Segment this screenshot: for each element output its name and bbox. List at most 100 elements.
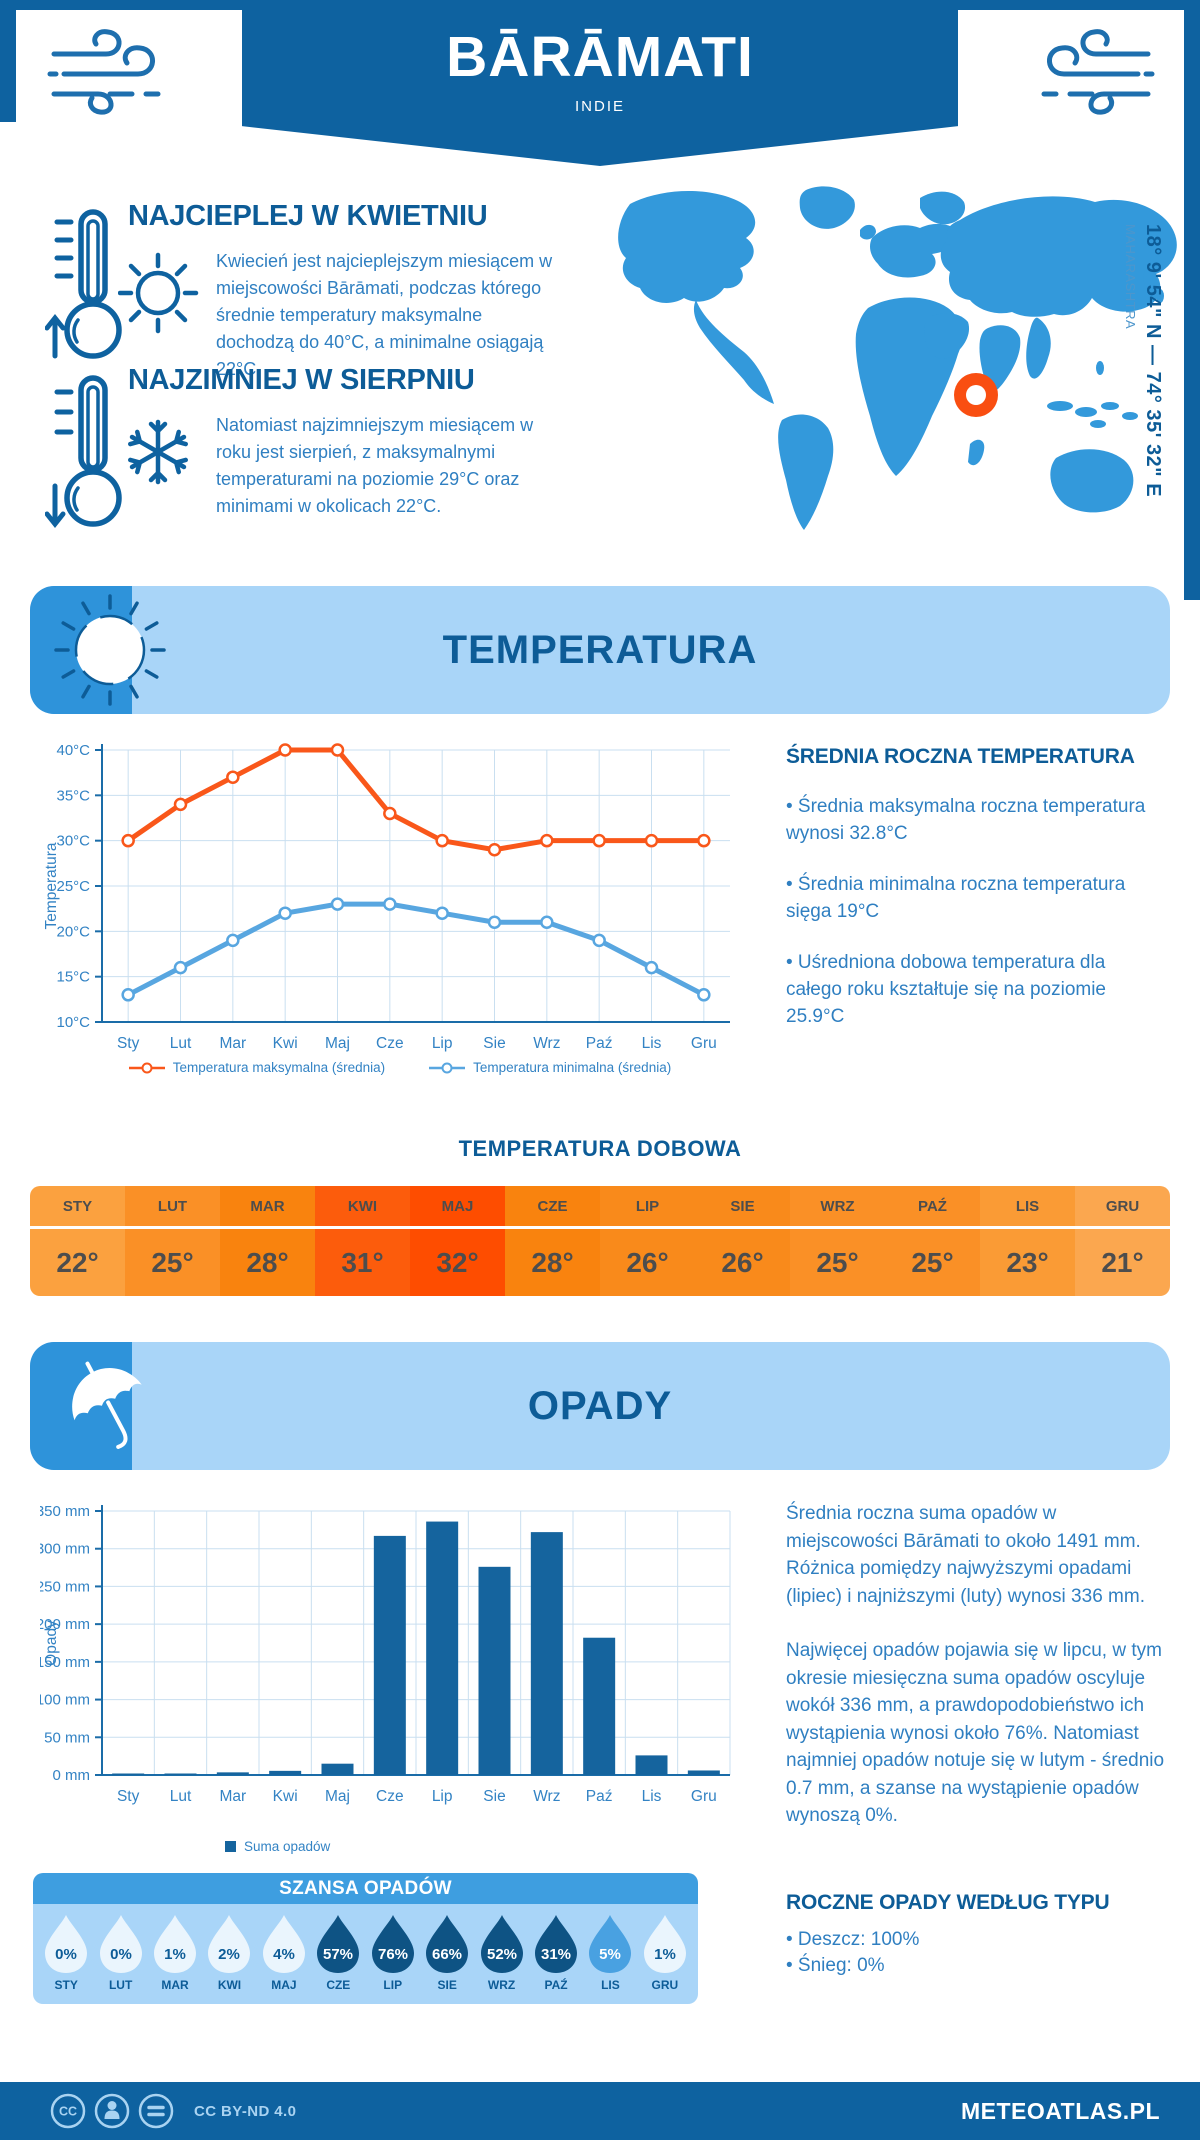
droplet-icon: 57% [317,1915,360,1973]
svg-text:2%: 2% [219,1946,241,1963]
temperature-stats-title: ŚREDNIA ROCZNA TEMPERATURA [786,745,1135,768]
svg-text:Sie: Sie [483,1788,505,1805]
rain-chance-month: GRU [651,1978,679,1992]
daily-value: 25° [151,1247,194,1278]
precipitation-paragraph: Średnia roczna suma opadów w miejscowośc… [786,1503,1145,1607]
rain-chance-month: LIP [383,1978,403,1992]
droplet-icon: 66% [426,1915,469,1973]
legend-item: Temperatura minimalna (średnia) [429,1060,671,1075]
rain-chance-month: STY [54,1978,78,1992]
svg-text:CC: CC [59,2105,77,2119]
rain-chance-droplets: 0% STY 0% LUT 1% MAR 2% KWI 4% MAJ 57% CZE 76% LIP 66%… [33,1904,698,2004]
svg-text:Cze: Cze [376,1035,404,1052]
daily-value: 25° [816,1247,859,1278]
daily-value: 25° [911,1247,954,1278]
svg-text:100 mm: 100 mm [40,1692,90,1709]
daily-value: 22° [56,1247,99,1278]
rain-chance-item: 66% SIE [420,1914,474,1992]
svg-text:Kwi: Kwi [273,1788,298,1805]
daily-table-column: PAŹ 25° [885,1186,980,1296]
svg-text:Sty: Sty [117,1788,140,1805]
droplet-icon: 1% [154,1915,197,1973]
sun-icon [118,252,199,334]
svg-text:10°C: 10°C [56,1014,90,1031]
highlight-warm-text: Kwiecień jest najcieplejszym miesiącem w… [216,251,553,379]
droplet-icon: 0% [99,1915,142,1973]
sun-banner-icon [54,594,166,706]
rain-chance-month: MAR [161,1978,189,1992]
highlight-cold-title: NAJZIMNIEJ W SIERPNIU [128,364,475,396]
highlight-cold-text: Natomiast najzimniejszym miesiącem w rok… [216,415,534,516]
precipitation-types: ROCZNE OPADY WEDŁUG TYPU • Deszcz: 100% •… [786,1891,1166,1979]
daily-month-label: MAR [220,1186,315,1229]
daily-month-label: PAŹ [885,1186,980,1229]
rain-chance-month: LIS [601,1978,620,1992]
svg-text:0 mm: 0 mm [53,1767,91,1784]
rain-chance-item: 57% CZE [311,1914,365,1992]
region-text: MAHARASHTRA [1123,224,1138,330]
svg-text:15°C: 15°C [56,969,90,986]
world-map [500,160,1185,550]
daily-month-label: MAJ [410,1186,505,1229]
svg-text:Paź: Paź [586,1035,613,1052]
daily-value: 23° [1006,1247,1049,1278]
brand-label: METEOATLAS.PL [960,2097,1160,2124]
location-marker [954,373,998,417]
droplet-icon: 0% [45,1915,88,1973]
coordinates-text: 18° 9' 54" N — 74° 35' 32" E [1142,224,1164,498]
rain-chance-item: 0% LUT [93,1914,147,1992]
legend-marker [429,1062,466,1073]
rain-chance-item: 1% GRU [638,1914,692,1992]
license-label: CC BY-ND 4.0 [194,2102,297,2120]
daily-table-column: LUT 25° [125,1186,220,1296]
droplet-icon: 1% [643,1915,686,1973]
rain-chance-month: SIE [437,1978,457,1992]
svg-text:250 mm: 250 mm [40,1578,90,1595]
svg-text:1%: 1% [654,1946,676,1963]
legend-label: Suma opadów [244,1839,331,1854]
svg-text:52%: 52% [487,1946,517,1963]
daily-value: 28° [531,1247,574,1278]
svg-text:Mar: Mar [219,1788,246,1805]
banner-icon-box [30,586,166,714]
daily-value: 21° [1101,1247,1144,1278]
highlight-warm-title: NAJCIEPLEJ W KWIETNIU [128,200,488,232]
droplet-icon: 5% [589,1915,632,1973]
daily-table-column: WRZ 25° [790,1186,885,1296]
legend-label: Temperatura maksymalna (średnia) [172,1060,386,1075]
temperature-stat-item: • Uśredniona dobowa temperatura dla całe… [786,952,1107,1027]
svg-text:Lut: Lut [170,1035,192,1052]
snowflake-icon [128,419,188,485]
droplet-icon: 4% [262,1915,305,1973]
daily-temperature-table: STY 22° LUT 25° MAR 28° KWI 31° MAJ 32° CZE 28° LIP 2… [30,1186,1170,1296]
temperature-section-banner: TEMPERATURA [30,586,1170,714]
svg-text:Kwi: Kwi [273,1035,298,1052]
daily-month-label: SIE [695,1186,790,1229]
svg-text:350 mm: 350 mm [40,1503,90,1520]
daily-value: 26° [626,1247,669,1278]
rain-chance-item: 5% LIS [583,1914,637,1992]
svg-text:Gru: Gru [691,1035,717,1052]
daily-month-label: LUT [125,1186,220,1229]
droplet-icon: 2% [208,1915,251,1973]
rain-chance-item: 52% WRZ [474,1914,528,1992]
svg-text:50 mm: 50 mm [44,1729,90,1746]
page-title: BĀRĀMATI [446,25,754,89]
svg-text:35°C: 35°C [56,787,90,804]
precipitation-types-title: ROCZNE OPADY WEDŁUG TYPU [786,1891,1110,1914]
svg-text:0%: 0% [110,1946,132,1963]
daily-table-column: LIP 26° [600,1186,695,1296]
footer: CC CC BY-ND 4.0 METEOATLAS.PL [0,2082,1200,2140]
rain-chance-month: CZE [326,1978,351,1992]
daily-month-label: STY [30,1186,125,1229]
daily-month-label: CZE [505,1186,600,1229]
droplet-icon: 31% [535,1915,577,1973]
daily-month-label: LIS [980,1186,1075,1229]
rain-chance-item: 31% PAŹ [529,1914,583,1992]
temperature-stat-item: • Średnia maksymalna roczna temperatura … [786,796,1146,844]
daily-value: 26° [721,1247,764,1278]
daily-month-label: WRZ [790,1186,885,1229]
svg-text:150 mm: 150 mm [40,1654,90,1671]
rain-chance-item: 4% MAJ [257,1914,311,1992]
